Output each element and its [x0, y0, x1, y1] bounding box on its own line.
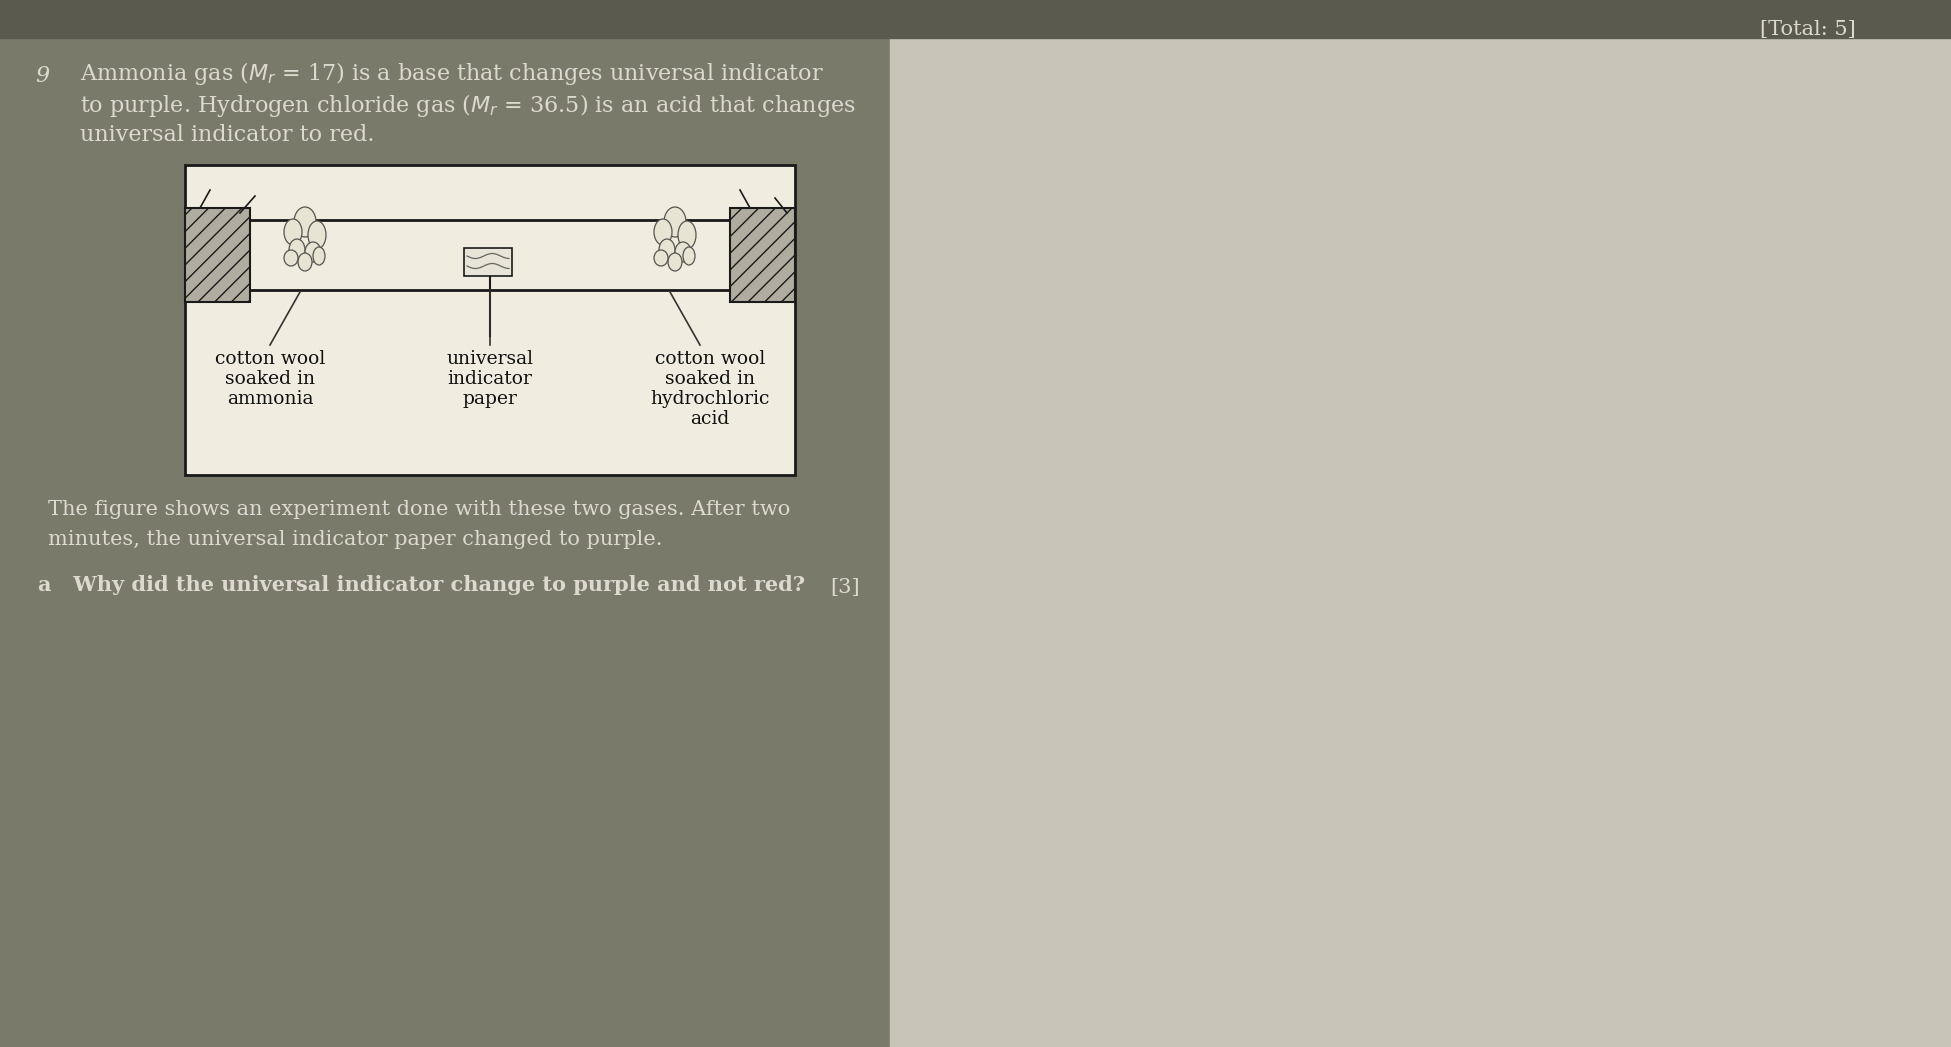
Text: hydrochloric: hydrochloric — [650, 389, 771, 408]
Ellipse shape — [679, 221, 697, 249]
Ellipse shape — [659, 239, 675, 261]
Bar — [0, 0, 1951, 38]
Ellipse shape — [285, 219, 302, 245]
Text: to purple. Hydrogen chloride gas ($M_r$ = 36.5) is an acid that changes: to purple. Hydrogen chloride gas ($M_r$ … — [80, 92, 856, 119]
Polygon shape — [464, 248, 511, 276]
Ellipse shape — [654, 219, 671, 245]
Ellipse shape — [663, 207, 687, 237]
Text: paper: paper — [462, 389, 517, 408]
Ellipse shape — [295, 207, 316, 237]
Ellipse shape — [285, 250, 299, 266]
Text: The figure shows an experiment done with these two gases. After two: The figure shows an experiment done with… — [49, 500, 790, 519]
Text: universal: universal — [447, 350, 533, 367]
Text: universal indicator to red.: universal indicator to red. — [80, 124, 375, 146]
Ellipse shape — [654, 250, 667, 266]
Text: [Total: 5]: [Total: 5] — [1760, 20, 1855, 39]
Bar — [185, 165, 794, 475]
Bar — [0, 0, 890, 1047]
Ellipse shape — [667, 253, 683, 271]
Text: cotton wool: cotton wool — [215, 350, 326, 367]
Text: soaked in: soaked in — [665, 370, 755, 388]
Bar — [890, 0, 1951, 1047]
Text: indicator: indicator — [447, 370, 533, 388]
Ellipse shape — [683, 247, 695, 265]
Text: minutes, the universal indicator paper changed to purple.: minutes, the universal indicator paper c… — [49, 530, 663, 549]
Text: acid: acid — [691, 410, 730, 428]
Text: 9: 9 — [35, 65, 49, 87]
Text: soaked in: soaked in — [224, 370, 314, 388]
Ellipse shape — [299, 253, 312, 271]
Text: ammonia: ammonia — [226, 389, 314, 408]
Ellipse shape — [312, 247, 326, 265]
Text: Ammonia gas ($M_r$ = 17) is a base that changes universal indicator: Ammonia gas ($M_r$ = 17) is a base that … — [80, 60, 823, 87]
Ellipse shape — [289, 239, 304, 261]
Text: a   Why did the universal indicator change to purple and not red?: a Why did the universal indicator change… — [37, 575, 806, 595]
Text: [3]: [3] — [829, 578, 860, 597]
Ellipse shape — [304, 242, 322, 262]
Ellipse shape — [675, 242, 691, 262]
Text: cotton wool: cotton wool — [656, 350, 765, 367]
Bar — [185, 208, 250, 302]
Bar — [730, 208, 794, 302]
Ellipse shape — [308, 221, 326, 249]
